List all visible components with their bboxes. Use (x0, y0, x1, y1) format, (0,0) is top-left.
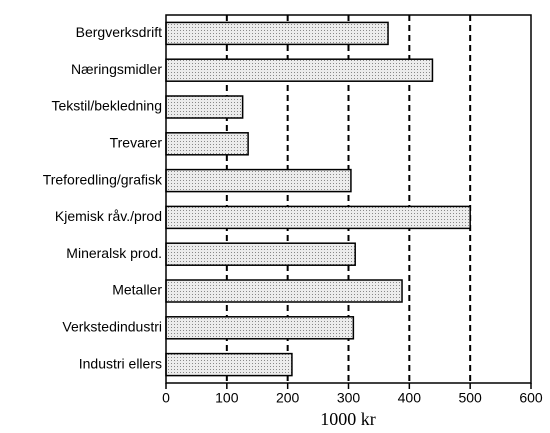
x-tick-label: 600 (519, 390, 543, 406)
y-tick-label: Mineralsk prod. (66, 245, 162, 261)
x-axis-title: 1000 kr (320, 409, 376, 429)
y-tick-label: Treforedling/grafisk (43, 171, 163, 187)
bar (165, 58, 434, 82)
y-tick-label: Metaller (112, 282, 162, 298)
bar (165, 279, 403, 303)
y-tick-label: Industri ellers (79, 355, 162, 371)
y-tick-label: Tekstil/bekledning (51, 98, 162, 114)
x-tick-label: 200 (276, 390, 300, 406)
y-tick-label: Kjemisk råv./prod (55, 208, 162, 224)
x-tick-label: 100 (215, 390, 239, 406)
y-tick-label: Trevarer (110, 135, 163, 151)
x-tick-label: 0 (162, 390, 170, 406)
x-tick-label: 500 (458, 390, 482, 406)
bar (165, 168, 352, 193)
y-tick-label: Bergverksdrift (76, 24, 162, 40)
bar (165, 205, 471, 230)
bar (165, 95, 244, 119)
bar (165, 132, 249, 156)
y-tick-label: Verkstedindustri (62, 319, 162, 335)
plot-frame (165, 14, 532, 384)
x-tick-label: 300 (337, 390, 361, 406)
bar (165, 352, 293, 377)
bar (165, 242, 356, 266)
x-tick-label: 400 (398, 390, 422, 406)
bar (165, 316, 355, 340)
bar (165, 21, 389, 46)
y-tick-label: Næringsmidler (71, 61, 162, 77)
